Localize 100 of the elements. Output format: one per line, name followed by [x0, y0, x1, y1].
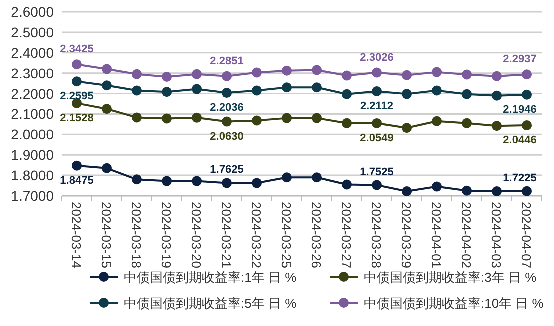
data-label: 2.2851 [210, 55, 244, 68]
point [132, 86, 142, 96]
point [132, 69, 142, 80]
point [372, 180, 382, 190]
y-tick-label: 1.9000 [11, 147, 54, 164]
data-label: 2.3026 [360, 52, 394, 64]
y-tick-label: 2.5000 [11, 24, 54, 40]
point [222, 88, 232, 98]
point [102, 163, 112, 174]
y-tick-label: 1.7000 [11, 188, 54, 204]
x-tick-label: 2024-03-20 [189, 202, 204, 268]
point [342, 70, 352, 81]
legend-label: 中债国债到期收益率:10年 日 % [364, 296, 544, 311]
y-tick-label: 2.4000 [11, 44, 54, 61]
x-tick-label: 2024-03-27 [339, 202, 354, 268]
point [282, 82, 292, 93]
point [402, 186, 412, 196]
point [162, 176, 172, 186]
x-tick-label: 2024-03-15 [99, 202, 114, 268]
x-tick-label: 2024-03-19 [159, 202, 174, 268]
point [432, 86, 442, 96]
point [342, 118, 352, 128]
point [312, 113, 322, 124]
data-label: 2.3425 [60, 44, 94, 56]
point [432, 116, 442, 126]
point [522, 70, 532, 80]
point [312, 65, 322, 76]
x-tick-label: 2024-04-02 [459, 202, 474, 268]
point [282, 172, 292, 183]
x-tick-label: 2024-04-03 [489, 202, 504, 268]
x-tick-label: 2024-03-21 [219, 202, 234, 268]
point [342, 180, 352, 190]
data-label: 1.7225 [503, 172, 537, 184]
point [222, 116, 232, 127]
legend-label: 中债国债到期收益率:1年 日 % [124, 270, 298, 285]
point [222, 71, 232, 82]
x-tick-label: 2024-03-28 [369, 202, 384, 268]
point [282, 66, 292, 76]
point [162, 114, 172, 124]
point [372, 86, 382, 96]
point [252, 178, 262, 188]
point [372, 68, 382, 78]
point [222, 178, 232, 188]
point [312, 82, 322, 93]
point [132, 112, 142, 123]
point [492, 90, 502, 101]
y-tick-label: 2.6000 [11, 4, 54, 20]
point [522, 186, 532, 196]
data-label: 2.1946 [503, 104, 537, 116]
point [282, 113, 292, 124]
y-tick-label: 2.1000 [11, 106, 54, 122]
point [102, 104, 112, 114]
point [492, 186, 502, 196]
x-tick-label: 2024-03-22 [249, 202, 264, 268]
point [252, 86, 262, 96]
x-tick-label: 2024-03-14 [69, 202, 84, 268]
x-tick-label: 2024-03-29 [399, 202, 414, 268]
point [522, 90, 532, 100]
point [192, 69, 202, 80]
point [462, 186, 472, 196]
point [192, 176, 202, 186]
y-tick-label: 1.8000 [11, 168, 54, 184]
point [252, 68, 262, 78]
data-label: 2.2595 [60, 90, 94, 103]
point [432, 182, 442, 192]
point [192, 84, 202, 94]
point [432, 67, 442, 78]
point [492, 121, 502, 132]
legend-label: 中债国债到期收益率:5年 日 % [124, 296, 298, 311]
legend-label: 中债国债到期收益率:3年 日 % [364, 270, 538, 285]
point [402, 89, 412, 100]
point [72, 160, 82, 171]
point [402, 70, 412, 80]
data-label: 2.2112 [360, 100, 394, 112]
x-tick-label: 2024-03-25 [279, 202, 294, 268]
point [132, 174, 142, 185]
y-tick-label: 2.2000 [11, 86, 54, 102]
point [72, 60, 82, 70]
point [372, 118, 382, 128]
data-label: 1.8475 [60, 174, 94, 187]
x-tick-label: 2024-04-07 [519, 202, 534, 268]
point [192, 112, 202, 123]
x-tick-label: 2024-04-01 [429, 202, 444, 268]
point [72, 76, 82, 87]
point [162, 87, 172, 98]
point [342, 89, 352, 100]
point [462, 118, 472, 128]
point [522, 120, 532, 131]
y-tick-label: 2.3000 [11, 65, 54, 82]
point [312, 172, 322, 183]
data-label: 2.0630 [210, 130, 244, 143]
data-label: 2.0446 [503, 134, 537, 147]
y-tick-label: 2.0000 [11, 126, 54, 143]
point [162, 72, 172, 82]
data-label: 2.2036 [210, 102, 244, 114]
point [102, 64, 112, 74]
data-label: 1.7525 [360, 166, 394, 178]
point [402, 123, 412, 134]
data-label: 2.1528 [60, 112, 94, 124]
data-label: 1.7625 [210, 164, 244, 176]
